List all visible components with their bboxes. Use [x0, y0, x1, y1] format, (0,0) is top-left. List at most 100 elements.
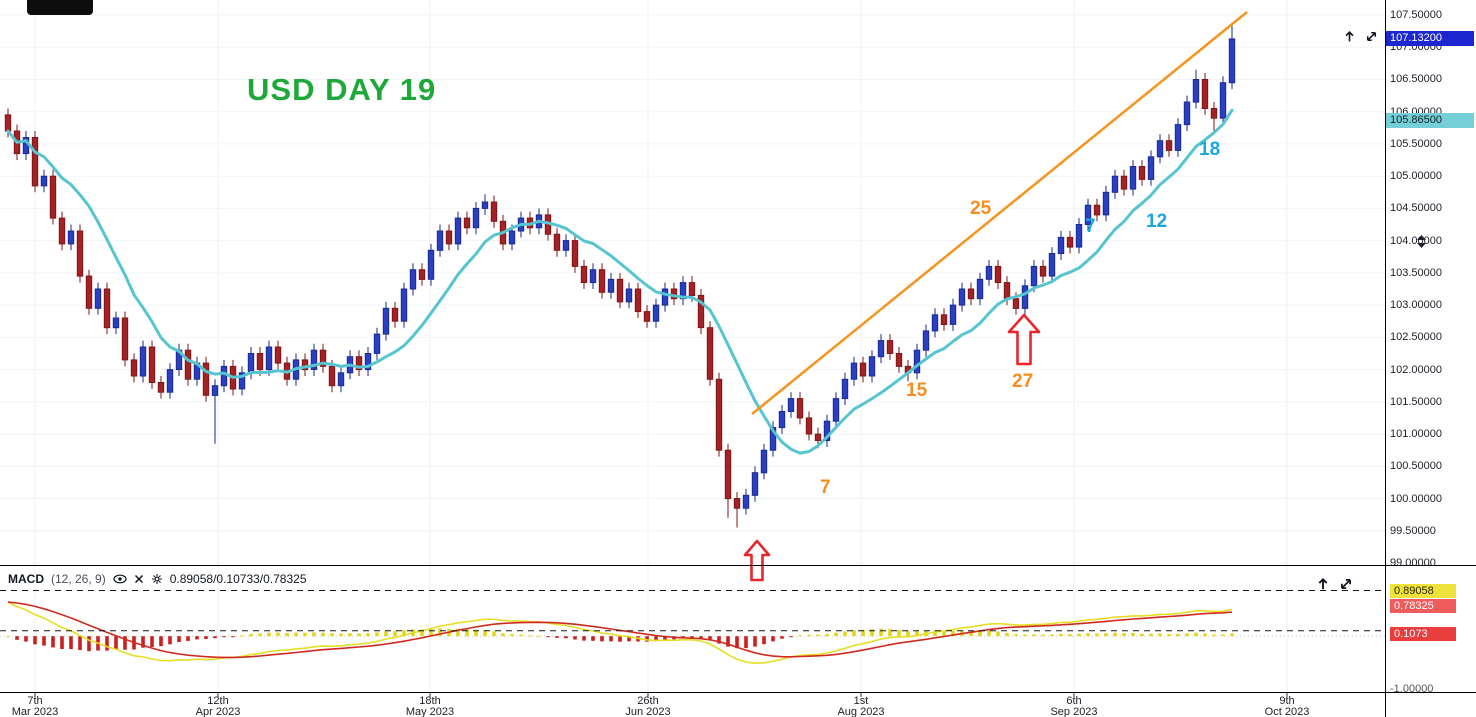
macd-histogram-bar	[1167, 634, 1171, 637]
macd-histogram-bar	[357, 633, 361, 637]
macd-histogram-bar	[276, 632, 280, 637]
price-scale-arrows-widget[interactable]	[1416, 235, 1427, 253]
macd-histogram-bar	[951, 630, 955, 637]
macd-histogram-bar	[933, 630, 937, 637]
candle	[1111, 169, 1119, 199]
macd-histogram-bar	[861, 629, 865, 637]
macd-histogram-bar	[510, 634, 514, 637]
macd-histogram-bar	[186, 636, 190, 641]
macd-histogram-bar	[780, 636, 784, 639]
candle	[157, 376, 165, 399]
candle	[1129, 160, 1137, 196]
macd-histogram-bar	[42, 636, 46, 646]
move-pane-up-icon[interactable]	[1343, 30, 1356, 43]
time-axis-divider	[0, 692, 1476, 693]
candle	[310, 343, 318, 376]
candle	[1075, 218, 1083, 254]
macd-histogram-bar	[915, 631, 919, 637]
macd-histogram-bar	[6, 636, 10, 638]
macd-histogram-bar	[213, 636, 217, 639]
candle	[769, 421, 777, 457]
candle	[301, 353, 309, 376]
macd-histogram-bar	[195, 636, 199, 640]
up-arrow-annotation[interactable]	[743, 539, 771, 582]
candle	[697, 289, 705, 335]
candle	[796, 392, 804, 425]
candle	[139, 340, 147, 383]
candle	[1174, 118, 1182, 157]
macd-histogram-bar	[789, 636, 793, 638]
indicator-header: MACD (12, 26, 9) 0.89058/0.10733/0.78325	[8, 572, 307, 586]
macd-histogram-bar	[555, 636, 559, 638]
macd-histogram-bar	[1014, 634, 1018, 637]
macd-histogram-bar	[456, 628, 460, 637]
moving-average-line[interactable]	[6, 108, 1234, 455]
move-pane-up-icon[interactable]	[1316, 577, 1330, 591]
macd-histogram-bar	[384, 631, 388, 637]
macd-histogram-bar	[609, 636, 613, 642]
candle	[571, 234, 579, 273]
macd-histogram-bar	[321, 632, 325, 637]
candle	[1183, 95, 1191, 131]
candle	[1120, 169, 1128, 196]
macd-histogram-bar	[294, 632, 298, 637]
macd-histogram-bar	[78, 636, 82, 651]
candle	[472, 202, 480, 235]
macd-histogram-bar	[1221, 634, 1225, 637]
candle	[994, 260, 1002, 289]
macd-histogram-bar	[87, 636, 91, 652]
candle	[364, 347, 372, 376]
macd-histogram-bar	[762, 636, 766, 645]
macd-histogram-bar	[618, 636, 622, 642]
candle	[418, 263, 426, 286]
candle	[562, 234, 570, 257]
maximize-pane-icon[interactable]	[1365, 30, 1378, 43]
candle	[58, 211, 66, 251]
macd-histogram-bar	[123, 636, 127, 650]
macd-histogram-bar	[267, 632, 271, 637]
toolbar-fragment[interactable]	[27, 0, 93, 15]
candle	[1021, 279, 1029, 315]
up-arrow-annotation[interactable]	[1007, 313, 1041, 366]
macd-histogram-bar	[1095, 633, 1099, 637]
eye-icon[interactable]	[113, 574, 127, 584]
candle	[634, 282, 642, 318]
candle	[22, 131, 30, 161]
macd-histogram-bar	[222, 636, 226, 638]
macd-histogram-bar	[879, 628, 883, 637]
candle	[1066, 231, 1074, 254]
maximize-pane-icon[interactable]	[1339, 577, 1353, 591]
candle	[976, 272, 984, 306]
candle	[742, 488, 750, 515]
candle	[454, 211, 462, 251]
candle	[823, 414, 831, 447]
candle	[265, 340, 273, 376]
macd-histogram-bar	[1149, 633, 1153, 637]
trendline[interactable]	[751, 11, 1248, 415]
macd-histogram-bar	[402, 630, 406, 637]
candle	[31, 131, 39, 193]
gear-icon[interactable]	[151, 573, 163, 585]
close-icon[interactable]	[134, 574, 144, 584]
candle	[274, 340, 282, 370]
candle	[760, 443, 768, 480]
candle	[895, 347, 903, 373]
candle	[868, 350, 876, 383]
pane-divider[interactable]	[0, 565, 1476, 566]
macd-histogram-bar	[1185, 633, 1189, 637]
chart-title-overlay[interactable]: USD DAY 19	[247, 72, 437, 107]
candle	[1057, 231, 1065, 260]
macd-histogram-bar	[807, 634, 811, 637]
macd-histogram-bar	[546, 636, 550, 638]
macd-histogram-bar	[654, 636, 658, 642]
macd-histogram-bar	[438, 628, 442, 637]
candle	[724, 443, 732, 518]
candle	[670, 282, 678, 306]
candle	[805, 411, 813, 441]
macd-histogram-bar	[888, 629, 892, 637]
candle	[94, 282, 102, 315]
candle	[715, 372, 723, 457]
macd-histogram-bar	[141, 636, 145, 648]
indicator-values: 0.89058/0.10733/0.78325	[169, 572, 307, 586]
